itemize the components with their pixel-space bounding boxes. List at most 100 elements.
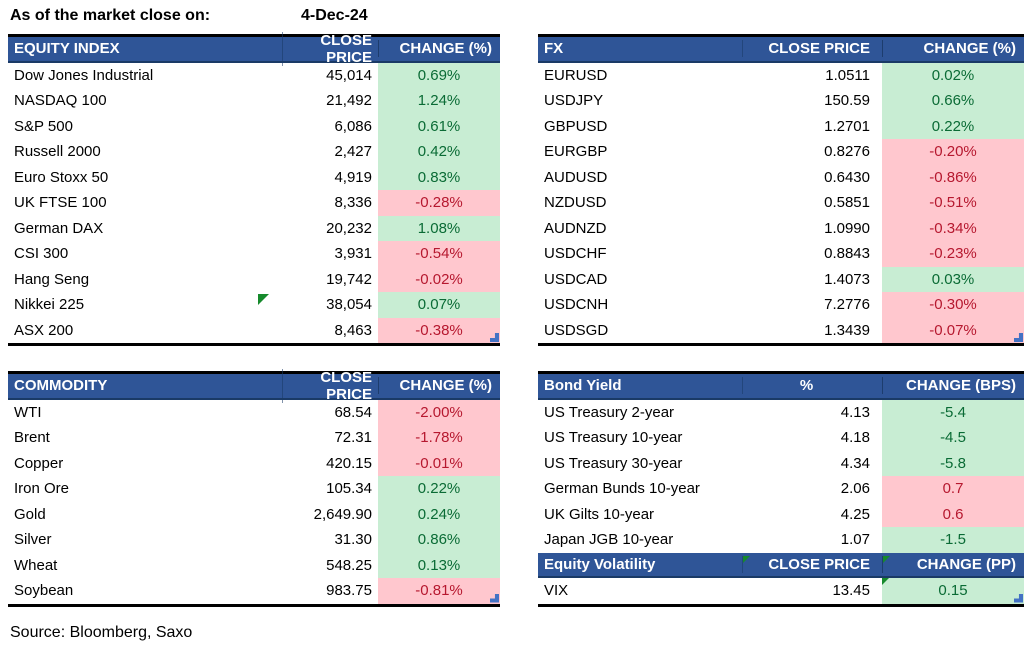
price-cell[interactable]: 4.25 [840, 505, 870, 523]
price-cell[interactable]: 4,919 [334, 168, 372, 186]
instrument-name-cell[interactable]: USDCHF [544, 245, 607, 263]
instrument-name-cell[interactable]: EURGBP [544, 143, 608, 161]
price-cell[interactable]: 8,336 [334, 194, 372, 212]
price-cell[interactable]: 4.18 [840, 429, 870, 447]
price-cell[interactable]: 0.8276 [824, 143, 870, 161]
price-cell[interactable]: 1.4073 [824, 270, 870, 288]
instrument-name-cell[interactable]: Silver [14, 531, 52, 549]
price-cell[interactable]: 0.5851 [824, 194, 870, 212]
change-cell[interactable]: 0.7 [882, 476, 1024, 502]
change-cell[interactable]: 0.24% [378, 501, 500, 527]
instrument-name-cell[interactable]: AUDUSD [544, 168, 608, 186]
change-cell[interactable]: 0.6 [882, 501, 1024, 527]
column-header-close-price[interactable]: CLOSE PRICE [282, 31, 378, 66]
price-cell[interactable]: 13.45 [832, 582, 870, 600]
instrument-name-cell[interactable]: USDCAD [544, 270, 608, 288]
price-cell[interactable]: 1.0990 [824, 219, 870, 237]
price-cell[interactable]: 72.31 [334, 429, 372, 447]
change-cell[interactable]: 0.07% [378, 292, 500, 318]
price-cell[interactable]: 45,014 [326, 66, 372, 84]
change-cell[interactable]: -0.30% [882, 292, 1024, 318]
price-cell[interactable]: 21,492 [326, 92, 372, 110]
change-cell[interactable]: 0.22% [882, 113, 1024, 139]
price-cell[interactable]: 6,086 [334, 117, 372, 135]
price-cell[interactable]: 4.34 [840, 454, 870, 472]
change-cell[interactable]: 0.02% [882, 62, 1024, 88]
instrument-name-cell[interactable]: US Treasury 2-year [544, 403, 675, 421]
instrument-name-cell[interactable]: S&P 500 [14, 117, 73, 135]
instrument-name-cell[interactable]: Wheat [14, 556, 58, 574]
instrument-name-cell[interactable]: WTI [14, 403, 42, 421]
table-title-bond-yield[interactable]: Bond Yield [544, 377, 622, 395]
change-cell[interactable]: 0.13% [378, 552, 500, 578]
price-cell[interactable]: 3,931 [334, 245, 372, 263]
change-cell[interactable]: 0.15 [882, 578, 1024, 604]
change-cell[interactable]: -0.51% [882, 190, 1024, 216]
instrument-name-cell[interactable]: Russell 2000 [14, 143, 101, 161]
change-cell[interactable]: -4.5 [882, 425, 1024, 451]
instrument-name-cell[interactable]: Nikkei 225 [14, 296, 85, 314]
price-cell[interactable]: 8,463 [334, 321, 372, 339]
instrument-name-cell[interactable]: Hang Seng [14, 270, 90, 288]
table-title-equity-volatility[interactable]: Equity Volatility [544, 555, 656, 573]
price-cell[interactable]: 2,427 [334, 143, 372, 161]
instrument-name-cell[interactable]: AUDNZD [544, 219, 607, 237]
change-cell[interactable]: -5.8 [882, 450, 1024, 476]
instrument-name-cell[interactable]: NASDAQ 100 [14, 92, 107, 110]
price-cell[interactable]: 420.15 [326, 454, 372, 472]
instrument-name-cell[interactable]: UK Gilts 10-year [544, 505, 655, 523]
instrument-name-cell[interactable]: CSI 300 [14, 245, 69, 263]
instrument-name-cell[interactable]: Euro Stoxx 50 [14, 168, 109, 186]
column-header-change-pp[interactable]: CHANGE (PP) [882, 555, 1024, 573]
change-cell[interactable]: 0.66% [882, 88, 1024, 114]
instrument-name-cell[interactable]: ASX 200 [14, 321, 74, 339]
column-header-percent[interactable]: % [742, 377, 882, 395]
change-cell[interactable]: -1.78% [378, 425, 500, 451]
column-header-change-pct[interactable]: CHANGE (%) [882, 40, 1024, 58]
instrument-name-cell[interactable]: VIX [544, 582, 569, 600]
price-cell[interactable]: 548.25 [326, 556, 372, 574]
column-header-change-bps[interactable]: CHANGE (BPS) [882, 377, 1024, 395]
price-cell[interactable]: 105.34 [326, 480, 372, 498]
instrument-name-cell[interactable]: USDJPY [544, 92, 604, 110]
price-cell[interactable]: 31.30 [334, 531, 372, 549]
change-cell[interactable]: 0.42% [378, 139, 500, 165]
instrument-name-cell[interactable]: GBPUSD [544, 117, 608, 135]
change-cell[interactable]: -0.28% [378, 190, 500, 216]
change-cell[interactable]: -2.00% [378, 399, 500, 425]
change-cell[interactable]: 1.24% [378, 88, 500, 114]
change-cell[interactable]: 0.83% [378, 164, 500, 190]
change-cell[interactable]: -0.01% [378, 450, 500, 476]
column-header-close-price[interactable]: CLOSE PRICE [742, 555, 882, 573]
price-cell[interactable]: 38,054 [326, 296, 372, 314]
column-header-close-price[interactable]: CLOSE PRICE [742, 40, 882, 58]
instrument-name-cell[interactable]: Brent [14, 429, 50, 447]
change-cell[interactable]: -1.5 [882, 527, 1024, 553]
instrument-name-cell[interactable]: USDCNH [544, 296, 609, 314]
change-cell[interactable]: 0.61% [378, 113, 500, 139]
instrument-name-cell[interactable]: Iron Ore [14, 480, 70, 498]
instrument-name-cell[interactable]: USDSGD [544, 321, 609, 339]
column-header-change-pct[interactable]: CHANGE (%) [378, 40, 500, 58]
instrument-name-cell[interactable]: Soybean [14, 582, 74, 600]
change-cell[interactable]: 0.03% [882, 266, 1024, 292]
change-cell[interactable]: -0.54% [378, 241, 500, 267]
change-cell[interactable]: 0.69% [378, 62, 500, 88]
change-cell[interactable]: -5.4 [882, 399, 1024, 425]
price-cell[interactable]: 1.07 [840, 531, 870, 549]
change-cell[interactable]: -0.07% [882, 317, 1024, 343]
instrument-name-cell[interactable]: NZDUSD [544, 194, 607, 212]
instrument-name-cell[interactable]: Dow Jones Industrial [14, 66, 154, 84]
table-title-commodity[interactable]: COMMODITY [14, 377, 108, 395]
price-cell[interactable]: 7.2776 [824, 296, 870, 314]
instrument-name-cell[interactable]: German Bunds 10-year [544, 480, 700, 498]
instrument-name-cell[interactable]: UK FTSE 100 [14, 194, 107, 212]
change-cell[interactable]: -0.81% [378, 578, 500, 604]
price-cell[interactable]: 0.6430 [824, 168, 870, 186]
instrument-name-cell[interactable]: EURUSD [544, 66, 608, 84]
instrument-name-cell[interactable]: Gold [14, 505, 46, 523]
change-cell[interactable]: -0.02% [378, 266, 500, 292]
price-cell[interactable]: 2,649.90 [313, 505, 372, 523]
instrument-name-cell[interactable]: Japan JGB 10-year [544, 531, 674, 549]
change-cell[interactable]: 1.08% [378, 215, 500, 241]
